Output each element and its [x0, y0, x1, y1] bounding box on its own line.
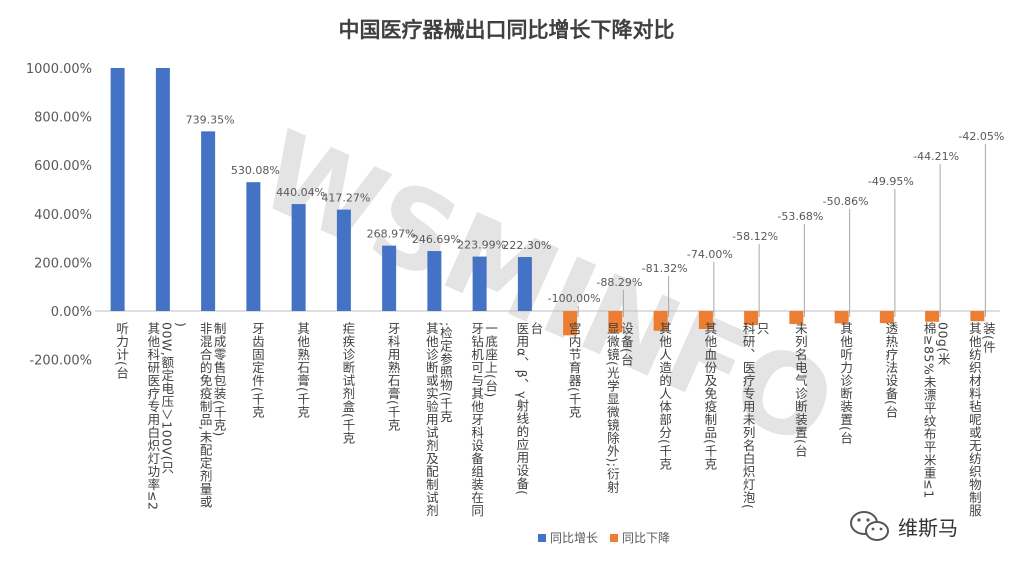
x-tick-label: 其他人造的人体部分(千克 [657, 322, 672, 470]
y-tick-label: 400.00% [34, 208, 92, 223]
data-label-growth: 246.69% [412, 233, 461, 246]
x-tick-label: 其他纺织材料毡呢或无纺织物制服 [967, 322, 982, 517]
bar-decline [744, 311, 759, 326]
data-label-decline: -100.00% [548, 292, 601, 305]
data-label-decline: -81.32% [642, 262, 688, 275]
y-tick-label: 200.00% [34, 256, 92, 271]
data-label-decline: -88.29% [596, 276, 642, 289]
x-tick-label: 台 [528, 321, 543, 335]
chart-title: 中国医疗器械出口同比增长下降对比 [338, 18, 675, 42]
bar-growth [155, 68, 170, 311]
watermark-logo: 维斯马 [848, 506, 1008, 546]
data-label-growth: 530.08% [231, 164, 280, 177]
x-tick-label: 制成零售包装(千克) [212, 322, 227, 437]
legend-swatch [610, 534, 618, 542]
wechat-icon [850, 511, 889, 541]
data-label-decline: -53.68% [777, 210, 823, 223]
data-label-growth: 222.30% [502, 239, 551, 252]
data-label-decline: -42.05% [958, 130, 1004, 143]
bar-growth [336, 209, 351, 311]
data-label-growth: 417.27% [321, 192, 370, 205]
bar-decline [698, 311, 713, 329]
x-tick-label: ;检定参照物(千克 [438, 322, 453, 423]
data-label-decline: -50.86% [823, 195, 869, 208]
bar-growth [246, 182, 261, 311]
legend-swatch [538, 534, 546, 542]
y-tick-label: 1000.00% [26, 62, 92, 77]
x-tick-label: 设备(台 [619, 321, 634, 366]
data-label-growth: 440.04% [276, 186, 325, 199]
y-tick-label: 600.00% [34, 159, 92, 174]
bar-decline [789, 311, 804, 325]
x-tick-label: 其他听力诊断装置(台 [838, 322, 853, 444]
legend-label: 同比下降 [622, 531, 670, 545]
x-tick-label: 未列名电气诊断装置(台 [793, 322, 808, 457]
y-tick-label: 800.00% [34, 111, 92, 126]
legend-label: 同比增长 [550, 531, 598, 545]
watermark-text: WSMINFO [242, 106, 853, 472]
bar-growth [291, 204, 306, 311]
x-tick-label: 牙齿固定件(千克 [250, 322, 265, 418]
bar-decline [653, 311, 668, 331]
bar-decline [970, 311, 985, 322]
x-tick-label: 一底座上(台) [483, 322, 498, 398]
bar-decline [879, 311, 894, 324]
x-tick-label: 听力计(台 [114, 322, 129, 379]
y-tick-label: -200.00% [29, 354, 92, 369]
bar-decline [834, 311, 849, 324]
x-tick-label: 非混合的免疫制品,未配定剂量或 [198, 322, 213, 508]
data-label-decline: -58.12% [732, 230, 778, 243]
bar-growth [382, 245, 397, 311]
data-label-growth: 739.35% [186, 113, 235, 126]
x-tick-label: 透热疗法设备(台 [883, 322, 898, 418]
x-tick-label: 其他诊断或实验用试剂及配制试剂 [424, 322, 439, 517]
x-tick-label: 00W,额定电压＞100V(只 [159, 322, 174, 474]
x-tick-label: ) [173, 322, 188, 327]
bar-growth [201, 131, 216, 311]
bar-decline [925, 311, 940, 322]
data-label-growth: 223.99% [457, 239, 506, 252]
x-tick-label: 其他科研医疗专用白炽灯功率≤2 [145, 322, 160, 510]
y-tick-label: 0.00% [51, 305, 92, 320]
data-label-decline: -49.95% [868, 175, 914, 188]
x-tick-label: 宫内节育器(千克 [567, 321, 582, 418]
x-tick-label: 疟疾诊断试剂盒(千克 [340, 321, 355, 444]
data-label-decline: -44.21% [913, 150, 959, 163]
x-tick-label: 00g(米 [936, 322, 951, 366]
x-tick-label: 牙钻机可与其他牙科设备组装在同 [469, 322, 484, 517]
x-tick-label: 科研、医疗专用未列名白炽灯泡( [741, 322, 756, 509]
bar-growth [472, 256, 487, 311]
bar-decline [563, 311, 578, 336]
x-tick-label: 牙科用熟石膏(千克 [386, 322, 401, 431]
x-tick-label: 医用α、β、γ射线的应用设备( [514, 322, 529, 496]
bar-growth [110, 68, 125, 311]
x-tick-label: 其他熟石膏(千克 [295, 322, 310, 418]
bar-growth [517, 256, 532, 311]
data-label-growth: 268.97% [367, 228, 416, 241]
data-label-decline: -74.00% [687, 248, 733, 261]
x-tick-label: 装(件 [981, 322, 996, 353]
x-tick-label: 棉≥85%未漂平纹布平米重≤1 [922, 322, 937, 499]
bar-decline [608, 311, 623, 333]
bar-growth [427, 251, 442, 311]
x-tick-label: 显微镜(光学显微镜除外);衍射 [605, 322, 620, 493]
x-tick-label: 只 [755, 322, 770, 335]
x-tick-label: 其他血份及免疫制品(千克 [702, 322, 717, 470]
watermark-logo-text: 维斯马 [898, 515, 958, 540]
